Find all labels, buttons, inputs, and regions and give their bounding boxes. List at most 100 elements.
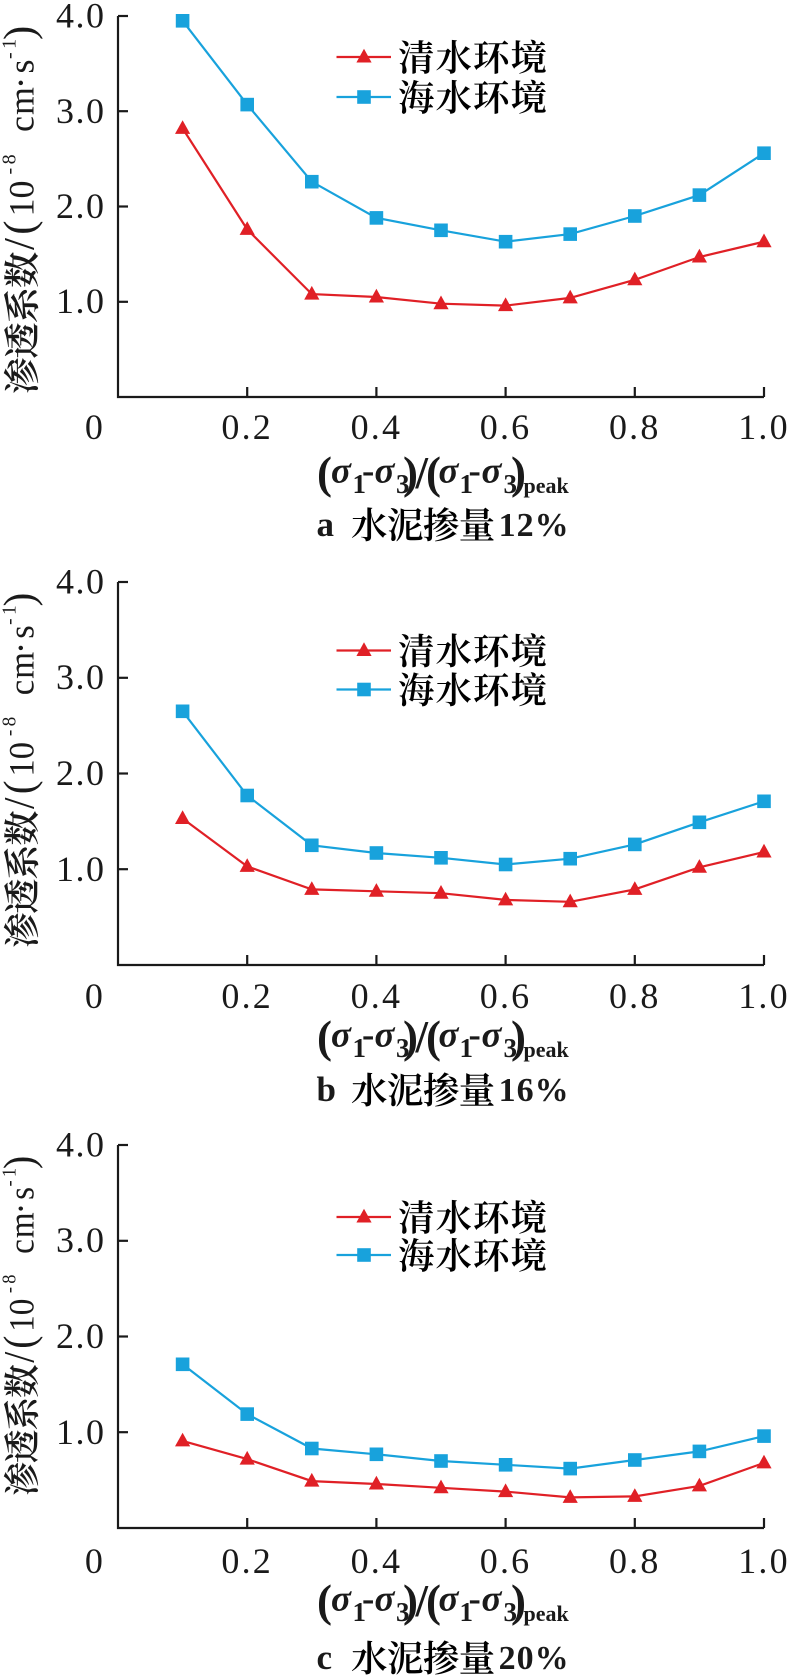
svg-text:1.0: 1.0 (56, 849, 106, 889)
svg-text:): ) (403, 1576, 418, 1626)
svg-text:1.0: 1.0 (738, 1541, 788, 1581)
svg-text:1: 1 (353, 469, 367, 499)
svg-text:1.0: 1.0 (56, 1412, 106, 1452)
svg-text:4.0: 4.0 (56, 1125, 106, 1165)
svg-text:1: 1 (460, 1597, 474, 1627)
svg-text:1: 1 (460, 469, 474, 499)
svg-text:0.8: 0.8 (609, 1541, 661, 1581)
svg-text:(: ( (317, 1012, 332, 1062)
svg-text:/: / (415, 448, 429, 498)
svg-text:): ) (511, 448, 526, 498)
svg-text:σ: σ (439, 1579, 460, 1620)
svg-text:3: 3 (396, 1597, 410, 1627)
svg-text:-8: -8 (0, 151, 21, 175)
svg-text:cm: cm (1, 651, 42, 695)
svg-text:(: ( (426, 1576, 441, 1626)
svg-text:s: s (2, 59, 42, 73)
svg-text:/: / (0, 797, 44, 809)
svg-text:1.0: 1.0 (738, 976, 788, 1016)
svg-text:/: / (415, 1576, 429, 1626)
svg-text:): ) (0, 593, 44, 607)
svg-text:σ: σ (375, 1015, 396, 1056)
svg-text:b: b (317, 1070, 336, 1109)
svg-text:-: - (469, 451, 481, 492)
svg-text:0: 0 (85, 407, 105, 447)
svg-text:σ: σ (439, 451, 460, 492)
svg-text:(: ( (0, 780, 44, 794)
svg-text:σ: σ (331, 1579, 352, 1620)
svg-text:(: ( (426, 448, 441, 498)
svg-text:cm: cm (2, 1211, 41, 1253)
svg-text:0.2: 0.2 (221, 976, 273, 1016)
svg-text:(: ( (317, 1576, 332, 1626)
svg-text:0: 0 (85, 1541, 105, 1581)
svg-text:10: 10 (1, 742, 42, 777)
svg-text:s: s (1, 625, 42, 639)
svg-text:-1: -1 (0, 602, 21, 625)
svg-text:-: - (469, 1579, 481, 1620)
svg-text:/: / (0, 1351, 43, 1363)
svg-text:): ) (511, 1012, 526, 1062)
svg-text:0.8: 0.8 (609, 976, 661, 1016)
svg-text:a: a (317, 505, 335, 544)
svg-text:-1: -1 (0, 35, 21, 59)
svg-text:σ: σ (375, 1579, 396, 1620)
svg-text:2.0: 2.0 (56, 753, 106, 793)
svg-text:2.0: 2.0 (56, 1316, 106, 1356)
svg-text:1: 1 (460, 1033, 474, 1063)
svg-text:3.0: 3.0 (56, 91, 106, 131)
svg-text:0.6: 0.6 (480, 1541, 532, 1581)
svg-text:1: 1 (353, 1597, 367, 1627)
svg-text:σ: σ (331, 451, 352, 492)
svg-text:3: 3 (504, 469, 518, 499)
svg-text:(: ( (0, 1336, 44, 1349)
svg-text:0.2: 0.2 (221, 1541, 273, 1581)
svg-text:4.0: 4.0 (56, 0, 106, 36)
svg-text:4.0: 4.0 (56, 562, 106, 602)
svg-text:c: c (317, 1638, 333, 1675)
svg-text:): ) (403, 448, 418, 498)
svg-text:0.4: 0.4 (351, 976, 403, 1016)
svg-text:0.2: 0.2 (221, 407, 273, 447)
svg-text:σ: σ (482, 1015, 503, 1056)
svg-text:•: • (12, 80, 33, 87)
svg-text:s: s (2, 1187, 41, 1200)
svg-text:peak: peak (524, 1037, 570, 1062)
svg-text:1.0: 1.0 (738, 407, 788, 447)
svg-text:0.4: 0.4 (351, 407, 403, 447)
svg-text:): ) (511, 1576, 526, 1626)
svg-text:peak: peak (524, 473, 570, 498)
svg-text:2.0: 2.0 (56, 186, 106, 226)
svg-text:10: 10 (2, 1299, 41, 1332)
svg-text:σ: σ (482, 451, 503, 492)
svg-text:): ) (403, 1012, 418, 1062)
svg-text:peak: peak (524, 1601, 570, 1626)
svg-text:16%: 16% (499, 1072, 570, 1109)
svg-text:): ) (0, 26, 44, 40)
svg-text:(: ( (317, 448, 332, 498)
svg-text:(: ( (426, 1012, 441, 1062)
svg-text:-: - (362, 1579, 374, 1620)
svg-text:/: / (0, 238, 44, 250)
svg-text:-8: -8 (0, 1271, 21, 1293)
svg-text:σ: σ (331, 1015, 352, 1056)
svg-text:cm: cm (2, 86, 42, 132)
svg-text:-: - (362, 1015, 374, 1056)
svg-text:3: 3 (396, 1033, 410, 1063)
svg-text:-1: -1 (0, 1165, 21, 1187)
svg-text:3.0: 3.0 (56, 657, 106, 697)
svg-text:0: 0 (85, 976, 105, 1016)
svg-text:12%: 12% (499, 507, 570, 544)
svg-text:σ: σ (439, 1015, 460, 1056)
svg-text:•: • (11, 1205, 32, 1211)
svg-text:3: 3 (504, 1033, 518, 1063)
svg-text:): ) (0, 1156, 44, 1169)
svg-text:0.6: 0.6 (480, 976, 532, 1016)
svg-text:0.4: 0.4 (351, 1541, 403, 1581)
svg-text:-: - (469, 1015, 481, 1056)
svg-text:3: 3 (504, 1597, 518, 1627)
svg-text:1.0: 1.0 (56, 281, 106, 321)
svg-text:3.0: 3.0 (56, 1220, 106, 1260)
svg-text:0.6: 0.6 (480, 407, 532, 447)
svg-text:-: - (362, 451, 374, 492)
